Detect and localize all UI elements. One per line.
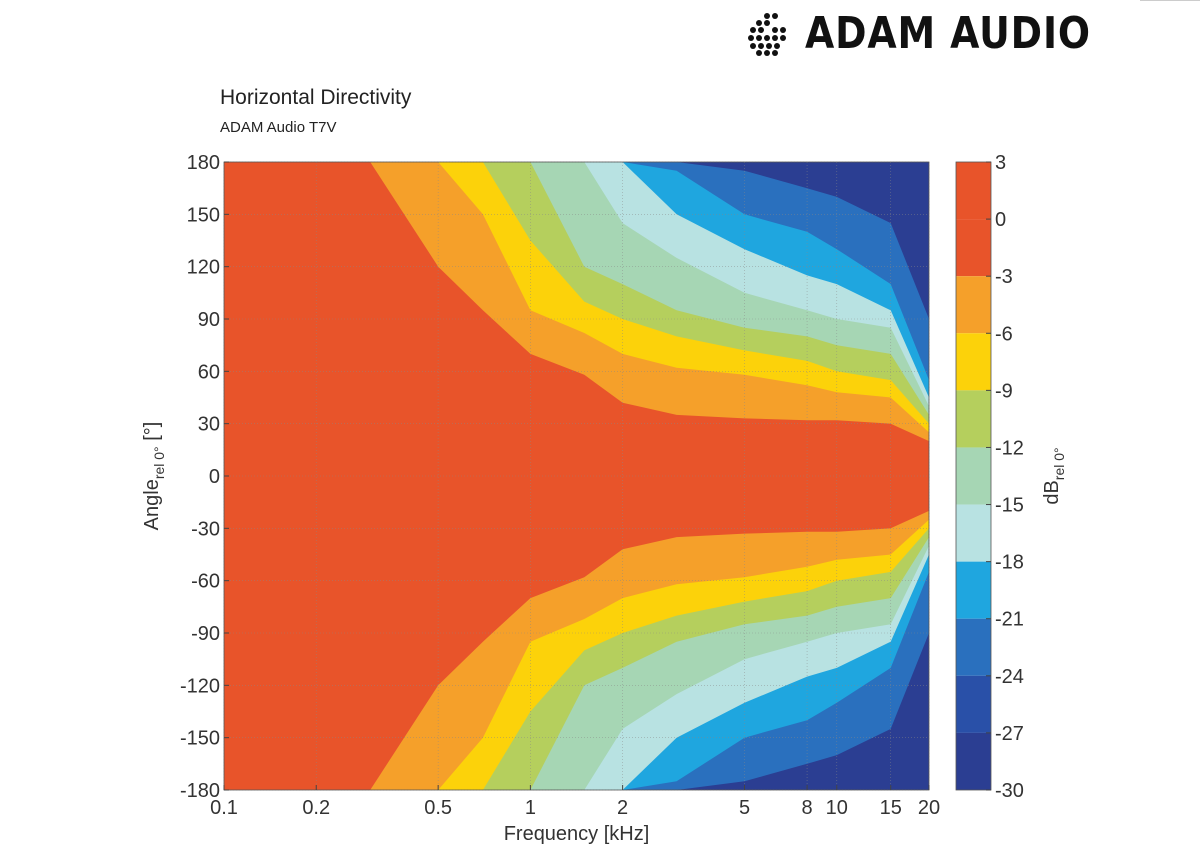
colorbar-label-sub: rel 0° [1051,447,1067,480]
adam-audio-dot-logo-icon [748,12,786,56]
y-axis-label: Anglerel 0° [°] [141,422,167,531]
colorbar-tick-label: -6 [995,323,1013,345]
chart-title: Horizontal Directivity [220,86,412,109]
brand-logo: ADAM AUDIO [745,8,1137,59]
y-axis-label-main: Angle [141,479,163,530]
x-tick-label: 1 [525,797,536,819]
y-tick-label: -30 [191,518,220,540]
y-tick-label: 60 [198,361,220,383]
colorbar-tick-label: -12 [995,437,1024,459]
colorbar-tick-label: 0 [995,209,1006,231]
colorbar-tick-label: -30 [995,780,1024,802]
corner-line [1140,0,1200,1]
colorbar-tick-label: -18 [995,552,1024,574]
x-tick-label: 0.5 [424,797,452,819]
y-tick-label: -150 [180,728,220,750]
y-axis-label-sub: rel 0° [151,446,167,479]
y-tick-label: 30 [198,414,220,436]
colorbar-label: dBrel 0° [1041,447,1067,504]
x-tick-label: 0.2 [302,797,330,819]
x-tick-label: 2 [617,797,628,819]
colorbar-swatch [956,162,991,220]
y-tick-label: 120 [187,257,220,279]
colorbar-tick-label: 3 [995,152,1006,174]
brand-name: ADAM AUDIO [805,8,1091,59]
x-tick-label: 0.1 [210,797,238,819]
y-axis-label-unit: [°] [141,422,163,447]
colorbar-tick-label: -9 [995,380,1013,402]
y-tick-label: -120 [180,675,220,697]
x-axis-label: Frequency [kHz] [504,823,650,845]
x-tick-label: 5 [739,797,750,819]
colorbar-swatch [956,333,991,391]
colorbar-swatch [956,732,991,790]
colorbar-swatch [956,618,991,676]
colorbar-swatch [956,276,991,334]
colorbar-label-main: dB [1041,480,1063,504]
colorbar-tick-label: -3 [995,266,1013,288]
y-tick-label: 90 [198,309,220,331]
colorbar-swatch [956,561,991,619]
colorbar-swatch [956,447,991,505]
heatmap-band--3 [224,162,929,790]
y-tick-label: -60 [191,571,220,593]
colorbar-tick-label: -27 [995,723,1024,745]
y-tick-label: 150 [187,204,220,226]
x-tick-label: 10 [826,797,848,819]
axes: 0.1 0.2 0.5 1 2 5 8 10 15 20 180 150 120 90 60 30 0 -30 -6… [141,152,940,845]
chart-subtitle: ADAM Audio T7V [220,119,337,136]
colorbar-tick-label: -24 [995,666,1024,688]
colorbar-swatch [956,675,991,733]
colorbar-swatch [956,390,991,448]
y-tick-label: -90 [191,623,220,645]
x-tick-label: 20 [918,797,940,819]
colorbar-tick-label: -15 [995,495,1024,517]
colorbar-swatch [956,219,991,277]
x-tick-label: 8 [802,797,813,819]
colorbar-frame [955,161,992,791]
colorbar-swatch [956,504,991,562]
y-tick-label: -180 [180,780,220,802]
colorbar-tick-label: -21 [995,609,1024,631]
y-tick-label: 0 [209,466,220,488]
x-tick-label: 15 [880,797,902,819]
y-tick-label: 180 [187,152,220,174]
colorbar: 3 0 -3 -6 -9 -12 -15 -18 -21 -24 -27 -30 dBrel 0° [955,152,1067,802]
